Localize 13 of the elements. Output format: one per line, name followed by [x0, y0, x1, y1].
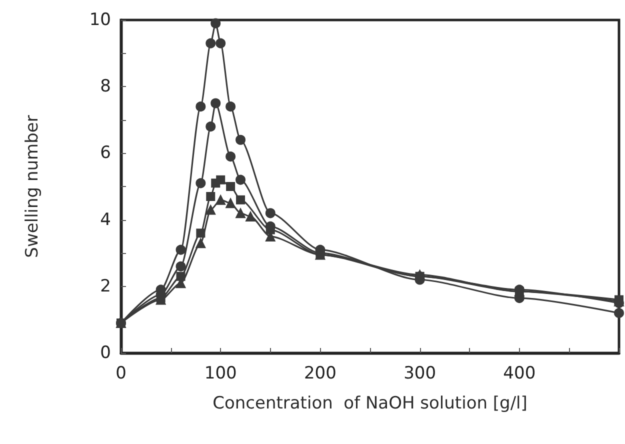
x-tick-label: 100	[204, 364, 237, 384]
y-tick-label: 10	[89, 10, 111, 30]
y-tick-label: 0	[100, 343, 111, 363]
x-axis-title: Concentration of NaOH solution [g/l]	[212, 394, 528, 414]
y-tick-label: 6	[100, 143, 111, 164]
x-tick-label: 300	[404, 364, 436, 384]
y-tick-label: 2	[100, 276, 111, 296]
y-tick-label: 4	[100, 210, 111, 230]
x-tick-label: 200	[304, 364, 336, 384]
y-tick-label: 8	[100, 76, 111, 97]
x-tick-label: 400	[503, 364, 536, 384]
x-tick-label: 0	[116, 364, 126, 384]
y-axis-title: Swelling number	[22, 115, 42, 258]
